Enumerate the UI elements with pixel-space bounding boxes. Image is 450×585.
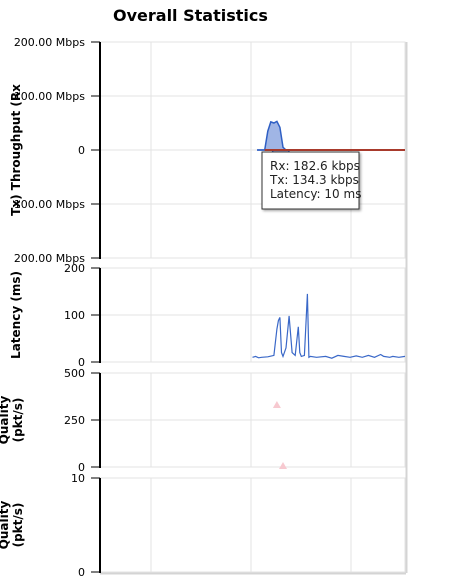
y-tick-label: 200.00 Mbps bbox=[14, 252, 85, 265]
y-tick-label: 0 bbox=[78, 566, 85, 579]
y-axis-label-1: Tx) Throughput (Rx bbox=[9, 84, 23, 216]
y-axis-label-4: Quality(pkt/s) bbox=[0, 501, 25, 550]
y-tick-label: 200 bbox=[64, 262, 85, 275]
tooltip-tx: Tx: 134.3 kbps bbox=[269, 173, 359, 187]
tooltip-box bbox=[261, 151, 360, 210]
chart-title: Overall Statistics bbox=[113, 6, 268, 25]
y-tick-label: 0 bbox=[78, 356, 85, 369]
y-tick-label: 100.00 Mbps bbox=[14, 90, 85, 103]
y-tick-label: 0 bbox=[78, 144, 85, 157]
plot-frame-4 bbox=[99, 477, 406, 573]
y-tick-label: 0 bbox=[78, 461, 85, 474]
y-axis-label-3: Quality(pkt/s) bbox=[0, 396, 25, 445]
y-axis-label-line: (pkt/s) bbox=[11, 398, 25, 443]
y-tick-label: 10 bbox=[71, 472, 85, 485]
y-axis-label-line: Quality bbox=[0, 396, 11, 445]
y-axis-label-line: (pkt/s) bbox=[11, 503, 25, 548]
y-tick-label: 250 bbox=[64, 414, 85, 427]
y-axis-label-line: Quality bbox=[0, 501, 11, 550]
quality-point bbox=[272, 400, 281, 408]
tooltip-rx: Rx: 182.6 kbps bbox=[270, 159, 360, 173]
quality-point bbox=[279, 462, 287, 470]
y-tick-label: 100.00 Mbps bbox=[14, 198, 85, 211]
latency-line bbox=[252, 293, 406, 359]
tooltip-latency: Latency: 10 ms bbox=[270, 187, 361, 201]
y-tick-label: 100 bbox=[64, 309, 85, 322]
y-axis-label-2: Latency (ms) bbox=[9, 271, 23, 359]
y-tick-label: 200.00 Mbps bbox=[14, 36, 85, 49]
rx-throughput-area bbox=[257, 120, 405, 151]
y-tick-label: 500 bbox=[64, 367, 85, 380]
